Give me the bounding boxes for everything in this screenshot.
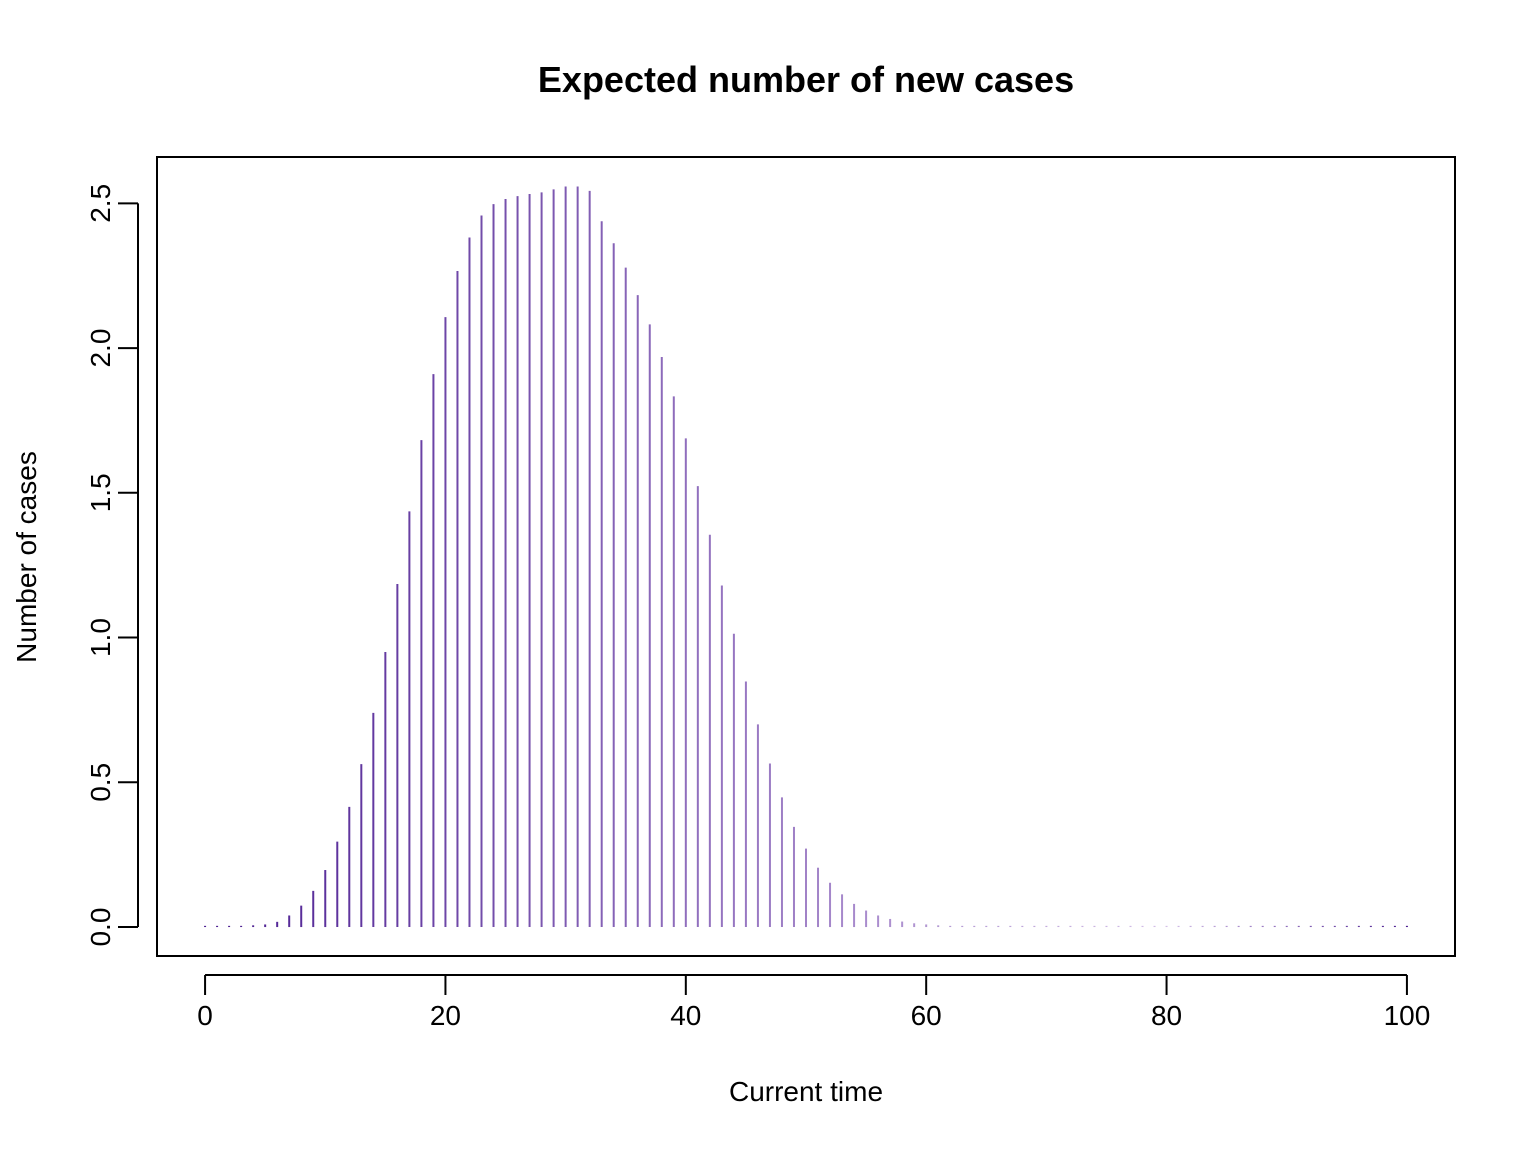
y-tick-label: 2.5: [85, 184, 116, 223]
y-axis: 0.0 0.5 1.0 1.5 2.0 2.5: [85, 184, 139, 947]
x-tick-label: 100: [1384, 1000, 1431, 1031]
x-tick-label: 40: [670, 1000, 701, 1031]
x-axis: 0 20 40 60 80 100: [197, 974, 1431, 1031]
y-tick-label: 0.5: [85, 763, 116, 802]
y-tick-label: 1.0: [85, 618, 116, 657]
x-tick-label: 60: [911, 1000, 942, 1031]
y-axis-label: Number of cases: [11, 451, 42, 663]
x-tick-label: 20: [430, 1000, 461, 1031]
x-tick-label: 0: [197, 1000, 213, 1031]
x-tick-label: 80: [1151, 1000, 1182, 1031]
y-tick-label: 2.0: [85, 329, 116, 368]
x-axis-label: Current time: [729, 1076, 883, 1107]
y-tick-label: 1.5: [85, 473, 116, 512]
y-tick-label: 0.0: [85, 908, 116, 947]
bars-group: [204, 186, 1408, 928]
plot-box: [156, 156, 1456, 957]
chart-title: Expected number of new cases: [538, 59, 1074, 100]
